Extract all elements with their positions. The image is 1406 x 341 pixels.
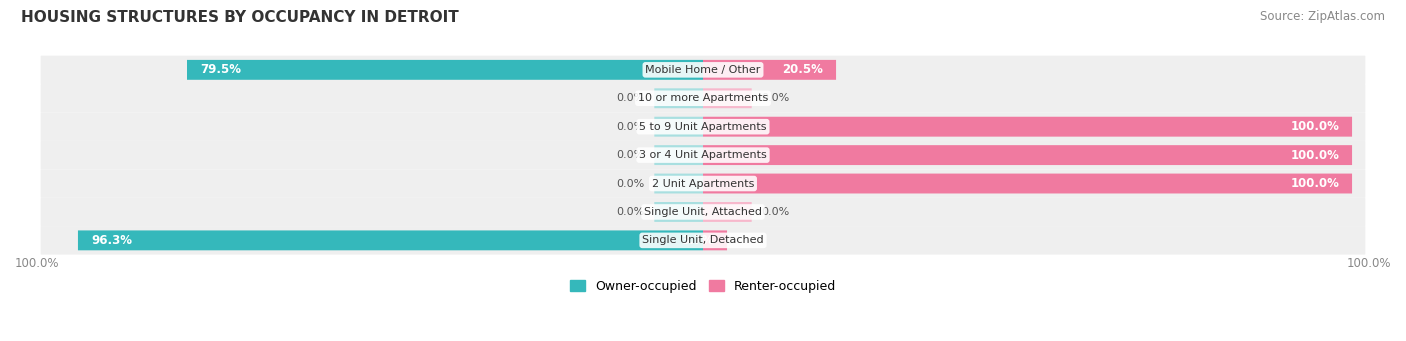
FancyBboxPatch shape	[703, 174, 1353, 193]
Text: 0.0%: 0.0%	[616, 93, 644, 103]
FancyBboxPatch shape	[41, 198, 1365, 226]
Text: 0.0%: 0.0%	[616, 179, 644, 189]
Text: 2 Unit Apartments: 2 Unit Apartments	[652, 179, 754, 189]
FancyBboxPatch shape	[703, 88, 752, 108]
FancyBboxPatch shape	[703, 231, 727, 250]
FancyBboxPatch shape	[187, 60, 703, 80]
FancyBboxPatch shape	[703, 117, 1353, 137]
Text: 100.0%: 100.0%	[1291, 120, 1339, 133]
FancyBboxPatch shape	[654, 117, 703, 137]
Text: 0.0%: 0.0%	[616, 150, 644, 160]
FancyBboxPatch shape	[41, 169, 1365, 198]
FancyBboxPatch shape	[41, 141, 1365, 169]
Text: 0.0%: 0.0%	[616, 122, 644, 132]
Text: 100.0%: 100.0%	[1291, 177, 1339, 190]
Text: 79.5%: 79.5%	[200, 63, 240, 76]
Text: Single Unit, Detached: Single Unit, Detached	[643, 235, 763, 246]
Text: Source: ZipAtlas.com: Source: ZipAtlas.com	[1260, 10, 1385, 23]
FancyBboxPatch shape	[654, 174, 703, 193]
Text: 96.3%: 96.3%	[91, 234, 132, 247]
Text: 0.0%: 0.0%	[762, 93, 790, 103]
Legend: Owner-occupied, Renter-occupied: Owner-occupied, Renter-occupied	[565, 275, 841, 298]
Text: 3 or 4 Unit Apartments: 3 or 4 Unit Apartments	[640, 150, 766, 160]
Text: 100.0%: 100.0%	[1291, 149, 1339, 162]
FancyBboxPatch shape	[77, 231, 703, 250]
Text: 3.7%: 3.7%	[682, 234, 714, 247]
Text: 100.0%: 100.0%	[1347, 257, 1391, 270]
FancyBboxPatch shape	[41, 226, 1365, 255]
Text: 100.0%: 100.0%	[15, 257, 59, 270]
Text: 0.0%: 0.0%	[616, 207, 644, 217]
FancyBboxPatch shape	[703, 60, 837, 80]
FancyBboxPatch shape	[654, 145, 703, 165]
Text: 10 or more Apartments: 10 or more Apartments	[638, 93, 768, 103]
FancyBboxPatch shape	[654, 88, 703, 108]
FancyBboxPatch shape	[41, 56, 1365, 84]
Text: HOUSING STRUCTURES BY OCCUPANCY IN DETROIT: HOUSING STRUCTURES BY OCCUPANCY IN DETRO…	[21, 10, 458, 25]
FancyBboxPatch shape	[654, 202, 703, 222]
Text: 0.0%: 0.0%	[762, 207, 790, 217]
FancyBboxPatch shape	[41, 113, 1365, 141]
FancyBboxPatch shape	[703, 145, 1353, 165]
FancyBboxPatch shape	[703, 202, 752, 222]
FancyBboxPatch shape	[41, 84, 1365, 113]
Text: 5 to 9 Unit Apartments: 5 to 9 Unit Apartments	[640, 122, 766, 132]
Text: Mobile Home / Other: Mobile Home / Other	[645, 65, 761, 75]
Text: 20.5%: 20.5%	[782, 63, 823, 76]
Text: Single Unit, Attached: Single Unit, Attached	[644, 207, 762, 217]
